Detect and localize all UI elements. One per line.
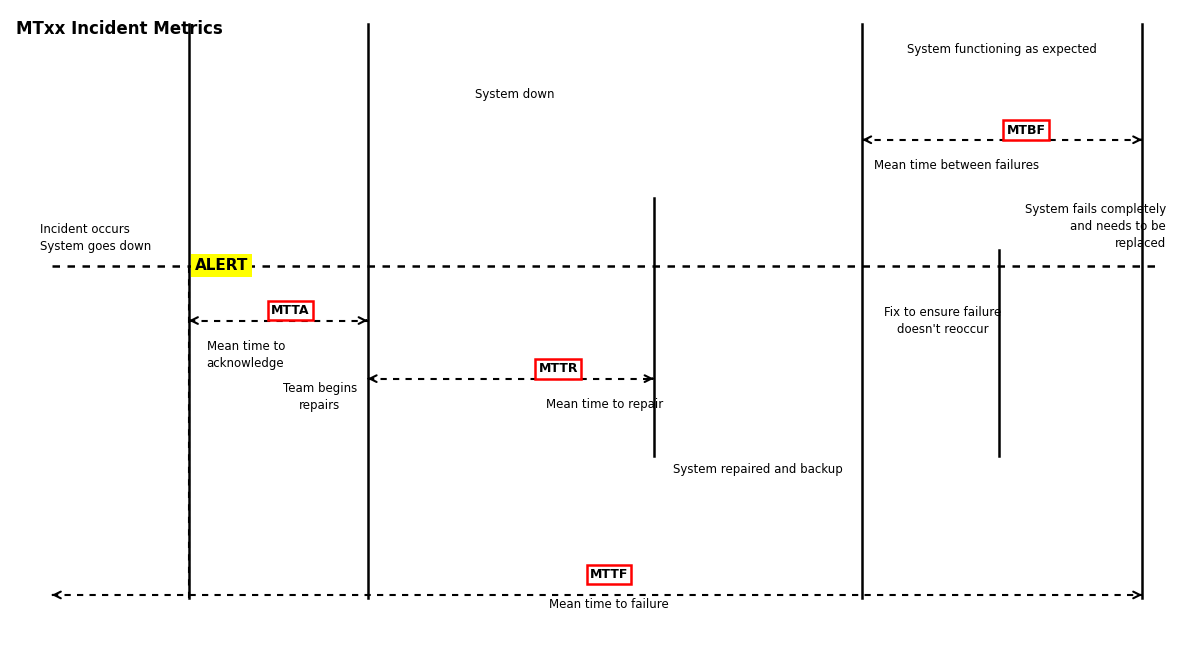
Text: Team begins
repairs: Team begins repairs [283,382,358,412]
Text: Mean time to repair: Mean time to repair [546,398,664,411]
Text: System down: System down [475,88,554,101]
Text: Incident occurs
System goes down: Incident occurs System goes down [40,223,151,252]
Text: MTTF: MTTF [589,568,628,581]
Text: Fix to ensure failure
doesn't reoccur: Fix to ensure failure doesn't reoccur [884,305,1001,336]
Text: MTTR: MTTR [539,362,578,375]
Text: MTTA: MTTA [271,304,310,317]
Text: System fails completely
and needs to be
replaced: System fails completely and needs to be … [1025,203,1166,250]
Text: Mean time to failure: Mean time to failure [550,598,668,611]
Text: MTBF: MTBF [1007,124,1045,137]
Text: Mean time between failures: Mean time between failures [874,159,1039,172]
Text: ALERT: ALERT [194,258,248,273]
Text: Mean time to
acknowledge: Mean time to acknowledge [206,340,286,370]
Text: System functioning as expected: System functioning as expected [907,43,1097,56]
Text: MTxx Incident Metrics: MTxx Incident Metrics [16,20,223,39]
Text: System repaired and backup: System repaired and backup [673,462,842,475]
